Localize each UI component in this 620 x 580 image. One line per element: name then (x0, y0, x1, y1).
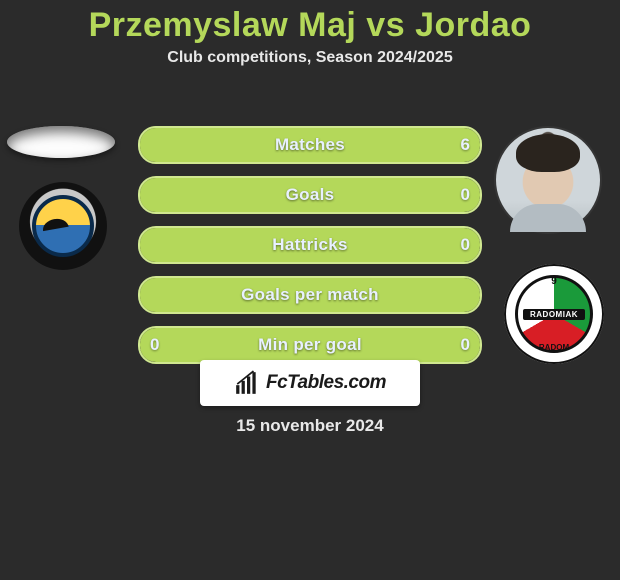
subtitle: Club competitions, Season 2024/2025 (0, 49, 620, 67)
club-badge-icon: 9 RADOMIAK RADOM (515, 275, 593, 353)
stat-label: Min per goal (140, 328, 480, 362)
player1-avatar (7, 126, 115, 158)
stat-label: Matches (140, 128, 480, 162)
club-badge-top: 9 (551, 276, 557, 287)
stat-label: Goals (140, 178, 480, 212)
stat-bar: 00Min per goal (138, 326, 482, 364)
stats-bars: 6Matches 0Goals 0Hattricks Goals per match 0… (138, 126, 482, 376)
stat-bar: 0Goals (138, 176, 482, 214)
player1-club-badge (19, 182, 107, 270)
bar-chart-icon (234, 370, 260, 396)
fctables-label: FcTables.com (266, 372, 386, 394)
stat-bar: Goals per match (138, 276, 482, 314)
fctables-watermark: FcTables.com (200, 360, 420, 406)
player2-avatar (496, 128, 600, 232)
stat-bar: 6Matches (138, 126, 482, 164)
page-title: Przemyslaw Maj vs Jordao (0, 6, 620, 45)
club-badge-label: RADOMIAK (523, 309, 585, 320)
club-badge-bottom: RADOM (539, 343, 569, 352)
player2-club-badge: 9 RADOMIAK RADOM (504, 264, 604, 364)
club-badge-icon (32, 195, 94, 257)
stat-label: Hattricks (140, 228, 480, 262)
stat-bar: 0Hattricks (138, 226, 482, 264)
stat-label: Goals per match (140, 278, 480, 312)
snapshot-date: 15 november 2024 (0, 416, 620, 436)
